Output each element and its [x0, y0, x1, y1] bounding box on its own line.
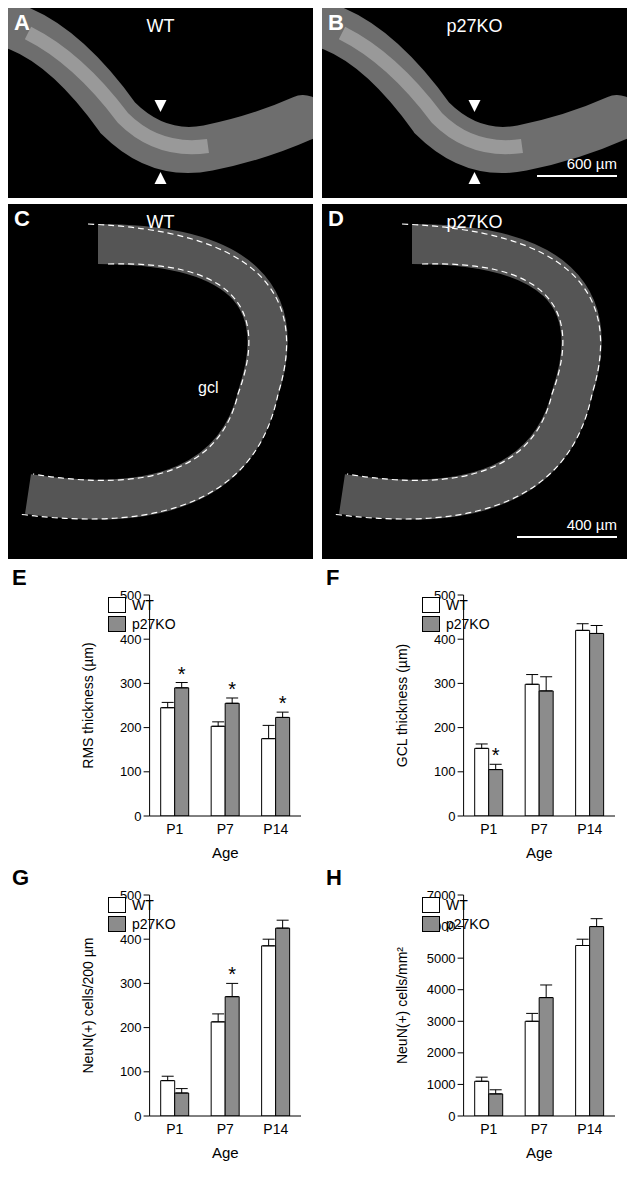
- svg-text:P1: P1: [166, 821, 183, 837]
- svg-text:3000: 3000: [427, 1014, 456, 1029]
- svg-text:400: 400: [120, 932, 142, 947]
- svg-text:0: 0: [448, 1109, 455, 1124]
- svg-text:4000: 4000: [427, 982, 456, 997]
- html-text:400 µm: 400 µm: [566, 516, 617, 533]
- svg-text:300: 300: [434, 676, 456, 691]
- html-text:H: H: [326, 865, 342, 890]
- html-text:p27KO: p27KO: [446, 916, 490, 932]
- html-text:C: C: [14, 206, 30, 231]
- html-text:p27KO: p27KO: [132, 616, 176, 632]
- svg-text:5000: 5000: [427, 951, 456, 966]
- html-text:A: A: [14, 10, 30, 35]
- svg-text:RMS thickness (µm): RMS thickness (µm): [80, 642, 96, 768]
- svg-text:*: *: [228, 678, 236, 700]
- svg-text:500: 500: [120, 588, 142, 603]
- svg-text:200: 200: [434, 720, 456, 735]
- html-text:p27KO: p27KO: [132, 916, 176, 932]
- svg-text:*: *: [492, 744, 500, 766]
- svg-text:500: 500: [434, 588, 456, 603]
- html-text:p27KO: p27KO: [446, 16, 503, 36]
- svg-text:P1: P1: [480, 821, 497, 837]
- svg-text:P7: P7: [531, 1121, 548, 1137]
- svg-text:NeuN(+) cells/mm²: NeuN(+) cells/mm²: [394, 947, 410, 1064]
- html-text:B: B: [328, 10, 344, 35]
- svg-text:400: 400: [120, 632, 142, 647]
- html-text:p27KO: p27KO: [446, 616, 490, 632]
- svg-text:P7: P7: [531, 821, 548, 837]
- svg-text:100: 100: [120, 764, 142, 779]
- svg-text:Age: Age: [526, 844, 553, 861]
- svg-text:*: *: [228, 963, 236, 985]
- svg-text:P1: P1: [166, 1121, 183, 1137]
- svg-text:0: 0: [448, 809, 455, 824]
- svg-text:6000: 6000: [427, 919, 456, 934]
- svg-text:7000: 7000: [427, 888, 456, 903]
- svg-text:P14: P14: [577, 821, 602, 837]
- svg-text:300: 300: [120, 676, 142, 691]
- svg-text:100: 100: [120, 1064, 142, 1079]
- html-text:WT: WT: [132, 597, 154, 613]
- html-text:WT: WT: [446, 597, 468, 613]
- svg-text:P14: P14: [263, 821, 288, 837]
- html-text:600 µm: 600 µm: [566, 155, 617, 172]
- svg-text:GCL thickness (µm): GCL thickness (µm): [394, 644, 410, 767]
- html-text:G: G: [12, 865, 30, 890]
- svg-text:P14: P14: [577, 1121, 602, 1137]
- svg-text:Age: Age: [212, 844, 239, 861]
- html-text:F: F: [326, 565, 340, 590]
- svg-text:200: 200: [120, 720, 142, 735]
- svg-text:*: *: [178, 663, 186, 685]
- html-text:p27KO: p27KO: [446, 212, 503, 232]
- svg-text:0: 0: [134, 809, 141, 824]
- svg-text:400: 400: [434, 632, 456, 647]
- svg-text:100: 100: [434, 764, 456, 779]
- svg-text:0: 0: [134, 1109, 141, 1124]
- html-text:WT: WT: [146, 212, 175, 232]
- html-text:WT: WT: [446, 897, 468, 913]
- html-text:WT: WT: [146, 16, 175, 36]
- svg-text:NeuN(+) cells/200 µm: NeuN(+) cells/200 µm: [80, 937, 96, 1073]
- svg-text:P7: P7: [217, 821, 234, 837]
- html-text:WT: WT: [132, 897, 154, 913]
- svg-text:*: *: [279, 692, 287, 714]
- svg-text:P1: P1: [480, 1121, 497, 1137]
- html-text:gcl: gcl: [198, 379, 219, 396]
- html-text:E: E: [12, 565, 27, 590]
- svg-text:Age: Age: [526, 1144, 553, 1161]
- svg-text:P14: P14: [263, 1121, 288, 1137]
- svg-text:200: 200: [120, 1020, 142, 1035]
- svg-text:2000: 2000: [427, 1045, 456, 1060]
- svg-text:300: 300: [120, 976, 142, 991]
- svg-text:Age: Age: [212, 1144, 239, 1161]
- svg-text:500: 500: [120, 888, 142, 903]
- html-text:D: D: [328, 206, 344, 231]
- svg-text:P7: P7: [217, 1121, 234, 1137]
- svg-text:1000: 1000: [427, 1077, 456, 1092]
